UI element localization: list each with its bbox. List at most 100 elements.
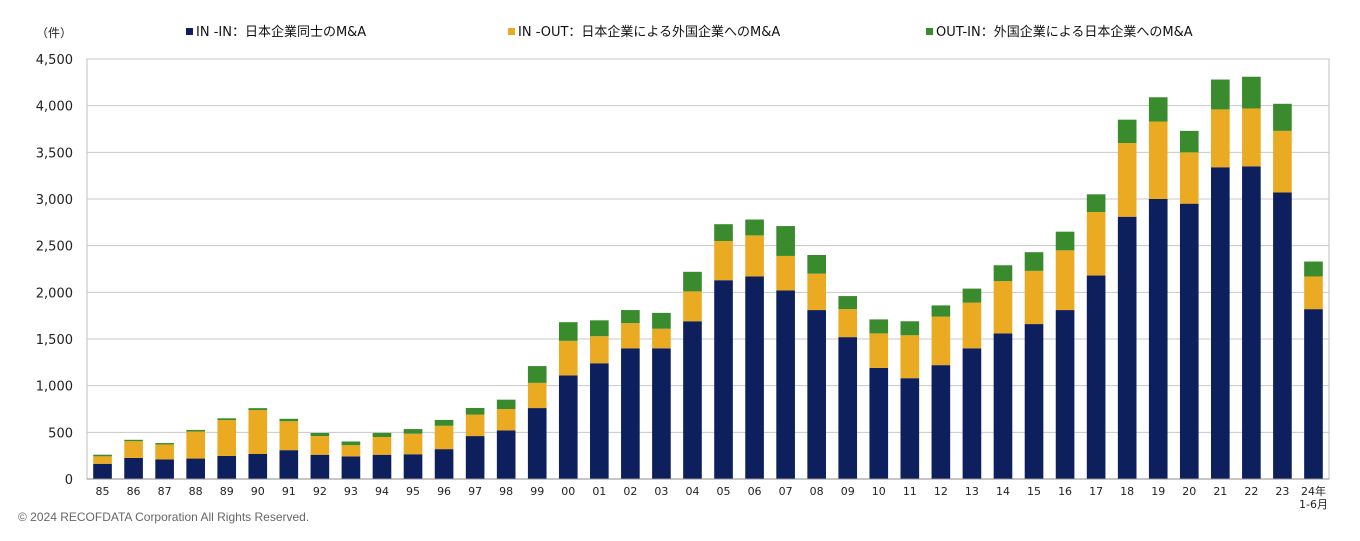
- x-tick-label: 21: [1213, 485, 1227, 498]
- bar-segment-series-2: [341, 441, 361, 446]
- legend-item-in-in: IN -IN：日本企業同士のM&A: [186, 21, 366, 40]
- bar-segment-series-2: [714, 224, 733, 241]
- bar-segment-series-2: [807, 255, 826, 274]
- bar-segment-series-2: [1086, 194, 1106, 213]
- x-tick-label: 03: [654, 485, 668, 498]
- x-tick-label: 90: [251, 485, 265, 498]
- bar-segment-series-2: [1304, 261, 1323, 277]
- bar-segment-series-0: [652, 348, 671, 479]
- bar-segment-series-0: [745, 276, 764, 479]
- bar-segment-series-0: [869, 367, 889, 479]
- bar-segment-series-2: [838, 296, 858, 310]
- y-tick-label: 2,000: [36, 286, 73, 301]
- bar-segment-series-0: [1273, 192, 1292, 479]
- bar-segment-series-0: [683, 321, 702, 479]
- bar-segment-series-2: [465, 407, 485, 415]
- bar-segment-series-0: [807, 310, 826, 479]
- legend-label-in-out: IN -OUT：日本企業による外国企業へのM&A: [518, 25, 781, 40]
- bar-segment-series-1: [683, 291, 702, 322]
- bar-segment-series-1: [434, 425, 454, 450]
- bar-segment-series-2: [621, 310, 640, 324]
- x-tick-label: 05: [717, 485, 731, 498]
- bar-segment-series-0: [248, 453, 268, 479]
- bar-segment-series-2: [558, 322, 578, 341]
- bar-segment-series-2: [1117, 119, 1137, 143]
- bar-segment-series-2: [372, 432, 392, 437]
- bar-segment-series-1: [186, 431, 205, 459]
- bar-segment-series-0: [403, 454, 423, 479]
- x-tick-label: 16: [1058, 485, 1072, 498]
- bar-segment-series-2: [931, 305, 951, 317]
- bar-segment-series-2: [217, 418, 237, 421]
- bar-segment-series-2: [869, 319, 889, 334]
- bar-segment-series-0: [1211, 167, 1230, 479]
- bar-segment-series-1: [558, 340, 578, 376]
- copyright-notice: © 2024 RECOFDATA Corporation All Rights …: [18, 510, 310, 524]
- y-axis-unit-label: （件）: [36, 26, 73, 40]
- bar-segment-series-0: [1148, 199, 1168, 479]
- bar-segment-series-1: [838, 309, 858, 338]
- bar-segment-series-1: [1273, 130, 1292, 193]
- x-tick-label: 07: [779, 485, 793, 498]
- bar-segment-series-0: [931, 365, 951, 479]
- bar-segment-series-1: [1148, 121, 1168, 199]
- bar-segment-series-0: [341, 456, 361, 479]
- bar-segment-series-0: [1117, 216, 1137, 479]
- bar-segment-series-1: [310, 436, 330, 455]
- x-tick-label: 91: [282, 485, 296, 498]
- bar-segment-series-0: [496, 430, 516, 479]
- bar-segment-series-0: [186, 458, 205, 479]
- x-tick-label: 99: [530, 485, 544, 498]
- bar-segment-series-0: [155, 459, 174, 479]
- bar-segment-series-0: [900, 378, 920, 479]
- x-tick-label: 10: [872, 485, 886, 498]
- y-tick-label: 0: [65, 473, 73, 488]
- bar-segment-series-0: [714, 280, 733, 479]
- bar-segment-series-2: [1273, 103, 1292, 131]
- bar-segment-series-0: [1024, 324, 1044, 479]
- x-tick-label: 97: [468, 485, 482, 498]
- y-tick-label: 4,000: [36, 100, 73, 115]
- bar-segment-series-1: [776, 255, 795, 291]
- bar-segment-series-2: [93, 454, 112, 457]
- bar-segment-series-1: [403, 433, 423, 455]
- bar-segment-series-2: [1211, 79, 1230, 110]
- bar-segment-series-2: [155, 443, 174, 445]
- bar-segment-series-0: [1242, 166, 1261, 480]
- bar-segment-series-0: [1086, 275, 1106, 479]
- x-tick-label: 13: [965, 485, 979, 498]
- x-tick-label: 06: [748, 485, 762, 498]
- x-tick-label: 94: [375, 485, 389, 498]
- y-tick-label: 3,000: [36, 193, 73, 208]
- bar-segment-series-2: [993, 265, 1013, 282]
- bar-segment-series-1: [93, 456, 112, 464]
- bar-segment-series-2: [1179, 130, 1199, 153]
- bar-segment-series-1: [993, 281, 1013, 334]
- x-tick-label: 88: [189, 485, 203, 498]
- bar-segment-series-2: [434, 419, 454, 426]
- bar-segment-series-2: [124, 439, 143, 442]
- x-tick-label: 24年: [1301, 484, 1326, 498]
- plot-area-frame: [86, 58, 1330, 480]
- bar-segment-series-2: [248, 408, 268, 411]
- legend-swatch-out-in: [926, 28, 933, 35]
- x-tick-label: 08: [810, 485, 824, 498]
- bar-segment-series-2: [683, 271, 702, 292]
- bar-segment-series-0: [279, 450, 299, 479]
- bar-segment-series-0: [93, 463, 112, 479]
- x-tick-label: 23: [1275, 485, 1289, 498]
- x-tick-label: 12: [934, 485, 948, 498]
- bar-segment-series-1: [652, 328, 671, 349]
- bar-segment-series-1: [1179, 152, 1199, 204]
- x-tick-label: 85: [96, 485, 110, 498]
- x-tick-label: 1-6月: [1299, 498, 1328, 511]
- bar-segment-series-0: [1179, 203, 1199, 479]
- bar-segment-series-1: [341, 445, 361, 457]
- bar-segment-series-1: [496, 409, 516, 431]
- bar-segment-series-2: [962, 288, 982, 303]
- bar-segment-series-1: [465, 414, 485, 437]
- x-tick-label: 19: [1151, 485, 1165, 498]
- y-tick-label: 2,500: [36, 240, 73, 255]
- y-tick-label: 1,000: [36, 380, 73, 395]
- bar-segment-series-1: [807, 273, 826, 311]
